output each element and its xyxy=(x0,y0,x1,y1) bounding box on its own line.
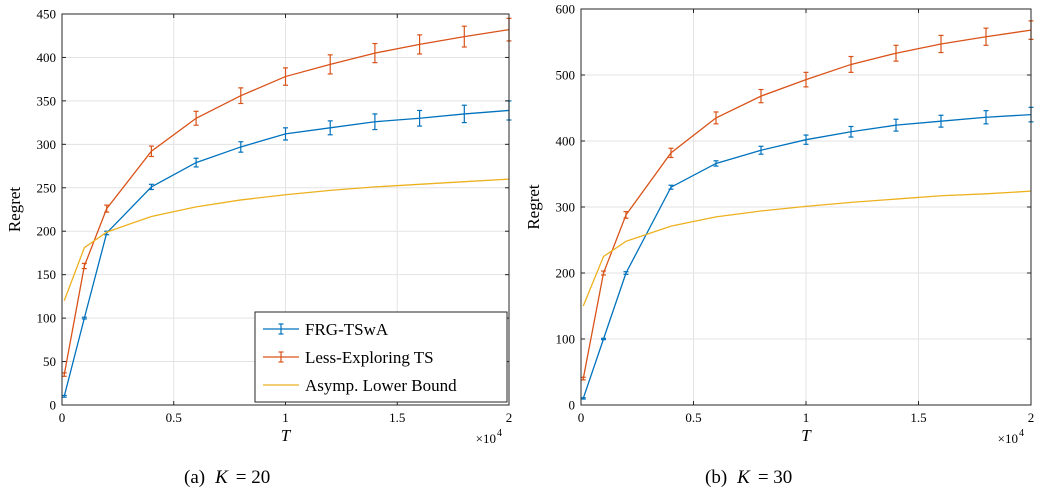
error-bar xyxy=(623,211,629,219)
error-bar xyxy=(81,316,87,320)
error-bar xyxy=(893,118,899,132)
error-bar xyxy=(601,337,606,341)
series-line-2 xyxy=(63,178,510,301)
error-bar xyxy=(283,127,288,141)
error-bar xyxy=(417,109,423,127)
y-tick-label: 100 xyxy=(37,311,57,326)
error-bar xyxy=(104,204,110,213)
error-bar xyxy=(983,27,989,46)
error-bar xyxy=(327,54,333,75)
error-bar xyxy=(893,44,899,62)
series-line-0 xyxy=(582,113,1032,399)
error-bar xyxy=(461,104,467,124)
series-line-0 xyxy=(63,109,510,397)
error-bar xyxy=(372,42,378,64)
chart-panel-a: 0 0.5 1 1.5 2 0 50 100 150 200 250 300 350 400 450 T Reg… xyxy=(5,7,512,489)
y-axis-label: Regret xyxy=(524,184,543,230)
error-bar xyxy=(372,113,378,131)
x-tick-label: 1.5 xyxy=(910,410,926,425)
error-bar xyxy=(417,34,423,55)
x-multiplier-exponent: 4 xyxy=(497,428,502,439)
y-tick-label: 0 xyxy=(50,398,57,413)
x-tick-label: 0.5 xyxy=(166,410,182,425)
error-bar xyxy=(238,141,244,153)
error-bar xyxy=(283,67,288,86)
y-tick-label: 300 xyxy=(37,137,57,152)
caption-prefix: (b) xyxy=(705,467,727,488)
error-bar xyxy=(580,376,586,381)
x-multiplier: ×10 xyxy=(476,431,496,446)
chart-panel-b: 0 0.5 1 1.5 2 0 100 200 300 400 500 600 T Regret ×10 4 (… xyxy=(524,2,1034,489)
error-bar xyxy=(61,394,67,398)
panel-caption: (b) K = 30 xyxy=(705,467,792,488)
error-bar xyxy=(983,110,989,125)
caption-variable: K xyxy=(736,467,751,488)
y-tick-label: 0 xyxy=(569,398,576,413)
error-bar xyxy=(580,397,586,400)
x-tick-label: 1 xyxy=(282,410,289,425)
caption-value: = 20 xyxy=(236,467,270,488)
x-tick-label: 1.5 xyxy=(389,410,405,425)
panel-caption: (a) K = 20 xyxy=(184,467,270,488)
y-axis-label: Regret xyxy=(5,187,24,233)
error-bar xyxy=(623,271,629,275)
error-bar xyxy=(148,183,154,191)
legend-label-0: FRG-TSwA xyxy=(305,320,389,339)
series-line-2 xyxy=(582,190,1032,307)
caption-value: = 30 xyxy=(758,467,792,488)
x-multiplier: ×10 xyxy=(998,431,1018,446)
series-line-1 xyxy=(582,29,1032,379)
error-bar xyxy=(193,110,199,126)
error-bar xyxy=(758,145,764,155)
error-bar xyxy=(327,120,333,136)
x-multiplier-exponent: 4 xyxy=(1019,428,1024,439)
error-bar xyxy=(938,34,944,54)
error-bar xyxy=(601,270,606,276)
y-tick-label: 500 xyxy=(556,68,576,83)
x-tick-label: 0 xyxy=(59,410,66,425)
error-bar xyxy=(938,114,944,128)
error-bar xyxy=(668,184,674,190)
y-tick-label: 200 xyxy=(556,266,576,281)
x-tick-label: 1 xyxy=(803,410,810,425)
error-bar xyxy=(713,160,719,167)
error-bar xyxy=(848,125,854,138)
error-bar xyxy=(803,134,809,145)
x-tick-label: 0.5 xyxy=(685,410,701,425)
x-tick-label: 0 xyxy=(578,410,585,425)
legend: FRG-TSwA Less-Exploring TS Asymp. Lower Bo… xyxy=(254,311,508,403)
y-tick-label: 250 xyxy=(37,180,57,195)
x-axis-label: T xyxy=(801,426,812,445)
caption-prefix: (a) xyxy=(184,467,205,488)
error-bar xyxy=(61,372,67,377)
y-tick-label: 350 xyxy=(37,93,57,108)
error-bar xyxy=(193,157,199,168)
error-bar xyxy=(81,262,87,270)
y-tick-label: 100 xyxy=(556,332,576,347)
y-tick-label: 450 xyxy=(37,7,57,22)
x-axis-label: T xyxy=(281,426,292,445)
error-bar xyxy=(461,25,467,48)
legend-label-2: Asymp. Lower Bound xyxy=(305,376,457,395)
y-tick-label: 200 xyxy=(37,224,57,239)
caption-variable: K xyxy=(214,467,229,488)
y-tick-label: 150 xyxy=(37,267,57,282)
legend-label-1: Less-Exploring TS xyxy=(305,348,434,367)
error-bar xyxy=(713,111,719,125)
error-bar xyxy=(148,145,154,158)
y-tick-label: 50 xyxy=(43,354,56,369)
y-tick-label: 400 xyxy=(556,134,576,149)
error-bar xyxy=(238,87,244,105)
x-tick-label: 2 xyxy=(1028,410,1035,425)
error-bar xyxy=(668,147,674,159)
error-bar xyxy=(803,71,809,88)
y-tick-label: 600 xyxy=(556,2,576,17)
error-bar xyxy=(848,55,854,73)
y-tick-label: 400 xyxy=(37,50,57,65)
y-tick-label: 300 xyxy=(556,200,576,215)
x-tick-label: 2 xyxy=(506,410,513,425)
series-line-1 xyxy=(63,28,510,375)
error-bar xyxy=(758,88,764,104)
